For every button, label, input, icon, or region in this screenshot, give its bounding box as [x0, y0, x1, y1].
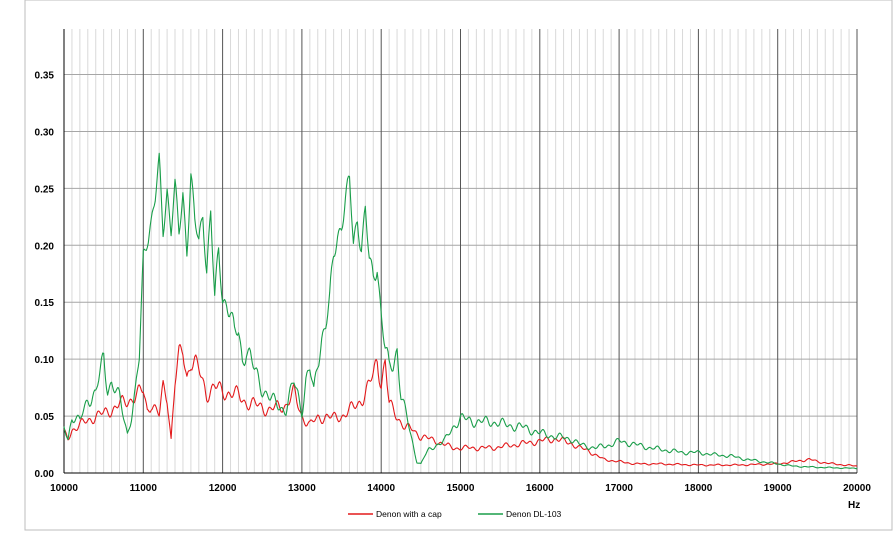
series-line-2	[63, 152, 858, 470]
legend-label: Denon with a cap	[376, 509, 442, 519]
series-line-1	[63, 343, 858, 467]
x-tick-label: 15000	[447, 483, 475, 494]
legend: Denon with a cap Denon DL-103	[348, 509, 562, 519]
x-tick-label: 13000	[288, 483, 316, 494]
x-tick-label: 16000	[526, 483, 554, 494]
major-gridlines	[64, 29, 858, 473]
series-lines	[63, 152, 858, 470]
tick-labels: 10000 11000 12000 13000 14000 15000 16000 17000…	[35, 71, 872, 494]
x-tick-label: 12000	[209, 483, 237, 494]
x-tick-label: 10000	[50, 483, 78, 494]
x-axis-label: Hz	[848, 500, 860, 511]
y-tick-label: 0.05	[35, 412, 55, 423]
x-tick-label: 20000	[843, 483, 871, 494]
y-tick-label: 0.15	[35, 298, 55, 309]
y-tick-label: 0.20	[35, 241, 55, 252]
axes	[63, 29, 857, 474]
legend-label: Denon DL-103	[506, 509, 562, 519]
x-tick-label: 11000	[130, 483, 158, 494]
x-tick-label: 17000	[605, 483, 633, 494]
y-tick-label: 0.30	[35, 127, 55, 138]
x-tick-label: 18000	[684, 483, 712, 494]
x-tick-label: 19000	[764, 483, 792, 494]
minor-gridlines	[71, 29, 850, 473]
y-tick-label: 0.00	[35, 469, 55, 480]
y-tick-label: 0.10	[35, 355, 55, 366]
y-tick-label: 0.35	[35, 71, 55, 82]
x-tick-label: 14000	[367, 483, 395, 494]
y-tick-label: 0.25	[35, 184, 55, 195]
chart-border	[24, 0, 893, 531]
